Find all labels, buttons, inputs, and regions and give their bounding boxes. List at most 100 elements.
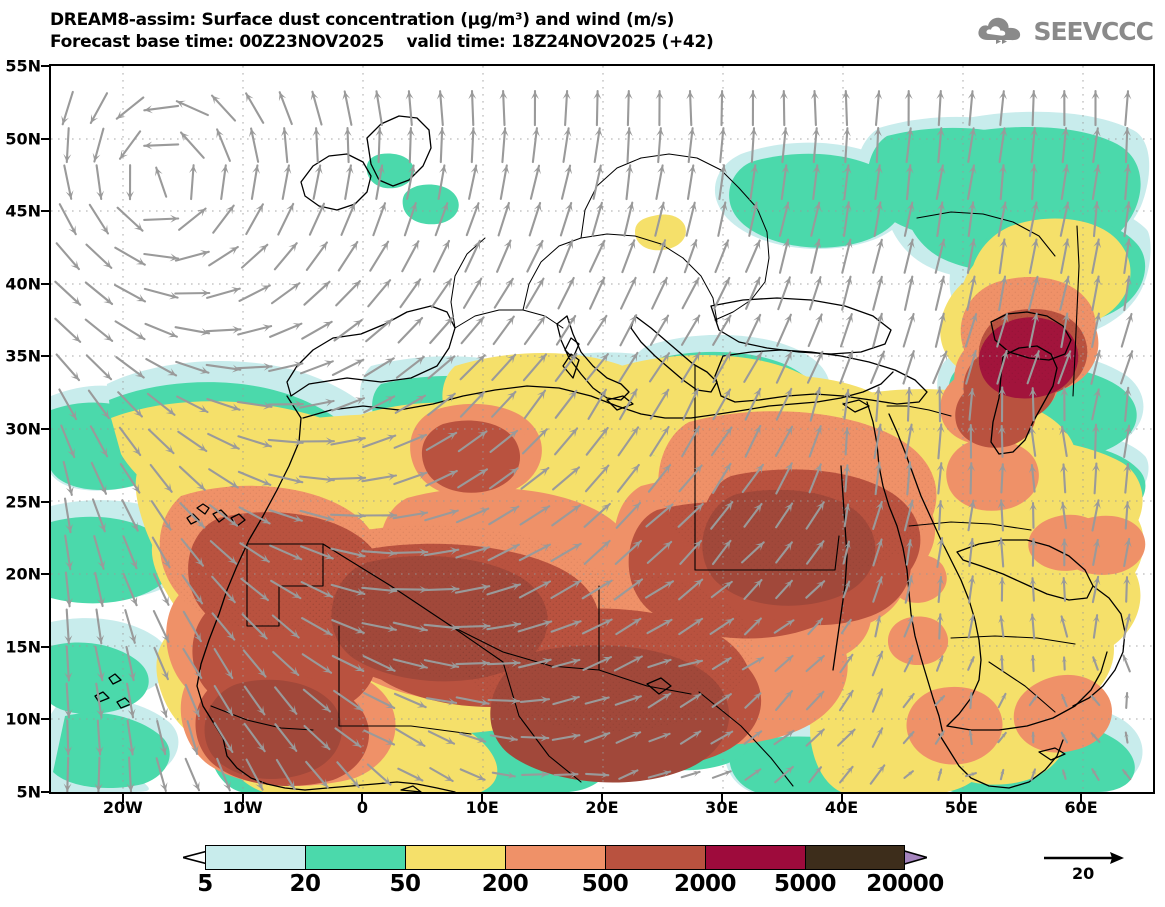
wind-arrow-head — [193, 669, 202, 678]
wind-arrow-shaft — [427, 730, 456, 745]
wind-arrow-shaft — [128, 756, 133, 792]
wind-arrow-head — [599, 428, 608, 437]
wind-arrow-head — [509, 544, 519, 552]
wind-arrow-head — [195, 519, 205, 528]
wind-arrow-head — [162, 520, 171, 530]
wind-arrow-shaft — [551, 734, 581, 741]
wind-arrow-head — [1030, 655, 1036, 662]
colorbar-segment — [805, 845, 905, 870]
colorbar-segment — [405, 845, 505, 870]
wind-arrow-head — [322, 665, 332, 673]
wind-arrow-head — [1031, 695, 1037, 702]
wind-arrow-head — [570, 695, 579, 703]
wind-arrow-shaft — [346, 127, 350, 164]
wind-arrow-head — [1123, 425, 1132, 435]
wind-arrow-head — [224, 706, 233, 716]
wind-arrow-head — [133, 222, 143, 231]
wind-arrow-shaft — [936, 201, 944, 238]
wind-arrow-head — [1029, 503, 1037, 511]
wind-arrow-head — [784, 463, 792, 473]
wind-arrow-shaft — [305, 760, 329, 789]
wind-arrow-shaft — [122, 535, 138, 570]
wind-arrow-shaft — [344, 164, 352, 200]
wind-arrow-head — [844, 239, 853, 249]
wind-arrow-shaft — [932, 350, 948, 385]
wind-arrow-shaft — [969, 462, 973, 495]
wind-arrow-shaft — [710, 426, 733, 457]
wind-arrow-shaft — [1031, 90, 1035, 127]
wind-arrow-head — [571, 505, 580, 514]
wind-arrow-shaft — [174, 291, 211, 295]
wind-arrow-shaft — [872, 238, 883, 274]
wind-arrow-head — [288, 742, 297, 751]
wind-arrow-shaft — [85, 354, 113, 381]
wind-arrow-head — [1062, 313, 1070, 323]
wind-arrow-head — [1093, 165, 1101, 174]
wind-arrow-head — [688, 165, 696, 174]
wind-arrow-head — [1093, 350, 1102, 360]
wind-arrow-head — [322, 627, 332, 635]
wind-arrow-shaft — [372, 202, 387, 237]
wind-arrow-head — [755, 464, 763, 474]
wind-arrow-head — [633, 579, 642, 588]
wind-arrow-head — [1093, 500, 1101, 509]
wind-arrow-head — [511, 659, 520, 668]
wind-arrow-head — [935, 387, 944, 396]
wind-arrow-shaft — [361, 550, 398, 555]
wind-arrow-head — [1060, 578, 1068, 586]
wind-arrow-shaft — [377, 127, 381, 164]
y-axis-tick — [41, 718, 50, 721]
wind-arrow-head — [323, 360, 333, 368]
x-axis-tick — [960, 794, 963, 803]
wind-arrow-head — [813, 387, 822, 397]
wind-arrow-head — [1031, 769, 1036, 775]
wind-arrow-head — [501, 165, 510, 175]
wind-arrow-shaft — [679, 730, 702, 745]
wind-arrow-head — [537, 354, 546, 364]
wind-arrow-head — [293, 361, 303, 370]
wind-arrow-head — [317, 203, 325, 213]
wind-arrow-head — [508, 430, 518, 439]
wind-arrow-shaft — [528, 201, 542, 237]
wind-arrow-head — [936, 501, 945, 510]
wind-arrow-head — [286, 203, 294, 213]
map-plot-area[interactable] — [49, 64, 1155, 794]
wind-arrow-head — [350, 778, 359, 787]
wind-arrow-head — [842, 428, 851, 437]
wind-arrow-head — [128, 671, 136, 681]
wind-arrow-head — [1123, 538, 1132, 548]
wind-arrow-shaft — [1120, 350, 1134, 385]
wind-arrow-shaft — [311, 90, 323, 126]
wind-arrow-head — [343, 128, 352, 137]
wind-arrow-shaft — [125, 645, 135, 682]
wind-arrow-head — [437, 128, 446, 137]
wind-arrow-head — [103, 295, 113, 304]
wind-arrow-head — [201, 289, 210, 298]
wind-arrow-head — [288, 705, 297, 714]
wind-arrow-shaft — [681, 425, 701, 458]
wind-arrow-head — [536, 278, 544, 288]
wind-arrow-head — [906, 500, 915, 510]
wind-arrow-shaft — [1092, 201, 1099, 238]
wind-arrow-head — [445, 356, 455, 365]
wind-arrow-head — [630, 770, 638, 777]
wind-arrow-head — [664, 581, 673, 589]
wind-arrow-head — [70, 260, 79, 270]
wind-arrow-head — [99, 447, 108, 457]
wind-arrow-head — [631, 618, 641, 627]
wind-arrow-shaft — [938, 613, 942, 640]
wind-arrow-shaft — [589, 276, 606, 310]
wind-arrow-shaft — [299, 509, 335, 521]
wind-arrow-shaft — [62, 460, 73, 496]
wind-arrow-shaft — [552, 695, 580, 706]
colorbar-tick-label: 500 — [581, 871, 629, 897]
wind-arrow-shaft — [1091, 164, 1100, 201]
wind-arrow-shaft — [333, 319, 363, 342]
x-axis-label: 60E — [1064, 798, 1098, 817]
wind-arrow-shaft — [1092, 614, 1099, 639]
wind-arrow-shaft — [331, 358, 365, 376]
wind-arrow-head — [752, 277, 761, 287]
wind-arrow-shaft — [966, 275, 976, 311]
wind-arrow-shaft — [805, 728, 825, 747]
wind-arrow-head — [565, 240, 574, 250]
